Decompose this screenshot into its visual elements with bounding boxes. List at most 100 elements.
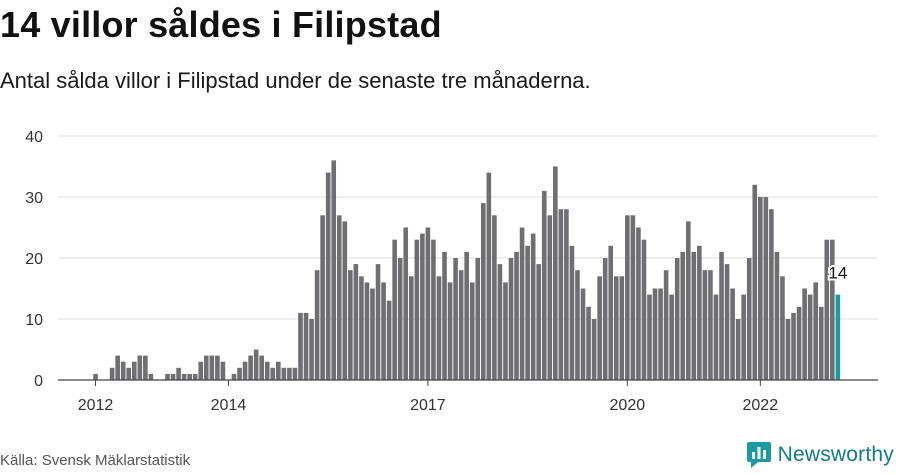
bar xyxy=(558,209,564,380)
bar xyxy=(248,355,253,380)
bar xyxy=(165,373,170,380)
bar xyxy=(625,215,630,380)
bar xyxy=(791,312,796,380)
bar xyxy=(425,227,431,380)
bar xyxy=(359,276,364,380)
bar xyxy=(137,355,143,380)
x-tick-label: 2014 xyxy=(211,397,247,414)
bar xyxy=(519,227,525,380)
bar xyxy=(381,282,386,380)
bar xyxy=(508,258,514,380)
bar xyxy=(469,282,475,380)
last-value-label: 14 xyxy=(828,264,847,283)
chart-subtitle: Antal sålda villor i Filipstad under de … xyxy=(0,68,591,93)
bar xyxy=(220,361,226,380)
bar xyxy=(497,264,503,380)
y-tick-label: 30 xyxy=(25,190,43,207)
bar xyxy=(192,373,198,380)
bar xyxy=(370,288,375,380)
bar xyxy=(331,160,337,380)
bar xyxy=(525,245,530,380)
page-title: 14 villor såldes i Filipstad xyxy=(0,4,442,45)
bar xyxy=(746,258,752,380)
x-tick-label: 2012 xyxy=(78,397,114,414)
bar xyxy=(569,245,575,380)
bar xyxy=(414,239,420,380)
bar xyxy=(697,245,702,380)
bar xyxy=(547,215,553,380)
bar xyxy=(131,361,137,380)
bar xyxy=(143,355,148,380)
bar xyxy=(541,190,547,380)
bar xyxy=(580,288,586,380)
bar xyxy=(170,373,176,380)
bar xyxy=(619,276,625,380)
bar xyxy=(769,209,774,380)
bar-chart: 0 10 20 30 40 2012 2014 2017 2020 2022 14 xyxy=(25,129,878,414)
y-tick-label: 10 xyxy=(25,312,43,329)
bar xyxy=(314,270,320,380)
x-tick-label: 2022 xyxy=(743,397,779,414)
bar xyxy=(713,294,719,380)
bar xyxy=(342,221,348,380)
bar-series xyxy=(93,160,841,380)
bar xyxy=(264,361,270,380)
bar xyxy=(176,367,181,380)
bar xyxy=(613,276,619,380)
bar xyxy=(802,288,807,380)
bar xyxy=(392,239,397,380)
bar xyxy=(93,373,98,380)
bar xyxy=(458,270,464,380)
bar xyxy=(735,319,741,380)
bar xyxy=(481,203,486,380)
bar xyxy=(680,251,686,380)
bar xyxy=(685,221,691,380)
bar xyxy=(475,258,481,380)
brand-logo[interactable]: Newsworthy xyxy=(746,440,894,470)
bar xyxy=(591,319,597,380)
bar xyxy=(420,233,425,380)
bar xyxy=(237,367,242,380)
bar xyxy=(763,197,769,380)
bar xyxy=(758,197,763,380)
bar xyxy=(281,367,287,380)
bar xyxy=(309,319,314,380)
bar xyxy=(575,270,580,380)
bar xyxy=(109,367,115,380)
newsworthy-logo-icon xyxy=(746,442,771,468)
bar xyxy=(608,245,614,380)
bar xyxy=(652,288,658,380)
bar xyxy=(503,282,508,380)
bar xyxy=(597,276,602,380)
bar xyxy=(287,367,292,380)
bar xyxy=(813,282,818,380)
bar xyxy=(807,294,813,380)
bar xyxy=(730,288,735,380)
bar xyxy=(719,251,724,380)
bar xyxy=(148,373,154,380)
bar xyxy=(818,306,824,380)
bar xyxy=(741,294,746,380)
bar xyxy=(209,355,215,380)
bar-highlighted xyxy=(835,294,841,380)
bar xyxy=(586,306,591,380)
bar xyxy=(115,355,120,380)
bar xyxy=(774,251,780,380)
bar xyxy=(231,373,237,380)
bar xyxy=(436,276,442,380)
bar xyxy=(530,233,536,380)
bar xyxy=(486,172,492,380)
bar xyxy=(292,367,298,380)
brand-name: Newsworthy xyxy=(777,443,894,466)
bar xyxy=(514,251,519,380)
bar xyxy=(702,270,708,380)
bar xyxy=(198,361,204,380)
bar xyxy=(253,349,259,380)
bar xyxy=(325,172,331,380)
bar xyxy=(120,361,126,380)
bar xyxy=(447,282,453,380)
source-note: Källa: Svensk Mäklarstatistik xyxy=(0,452,191,469)
bar xyxy=(336,215,342,380)
bar xyxy=(215,355,220,380)
bar xyxy=(602,258,608,380)
